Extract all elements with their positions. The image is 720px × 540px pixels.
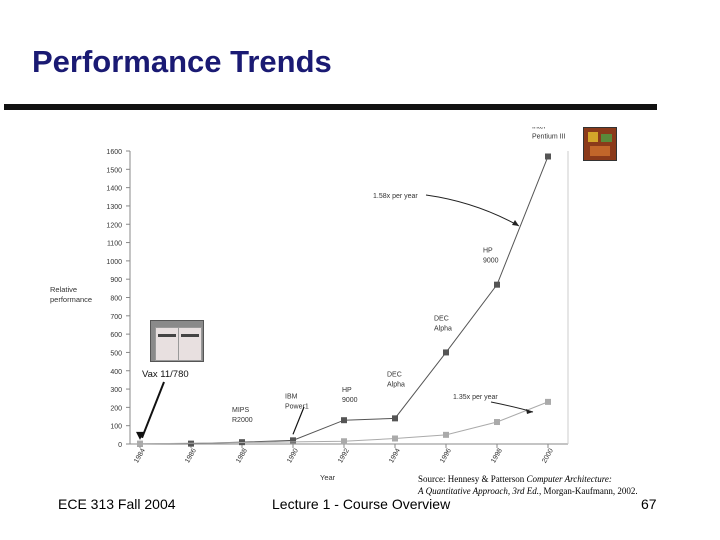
y-tick-label: 300 — [110, 387, 122, 394]
processor-label: Power1 — [285, 403, 309, 410]
y-tick-label: 200 — [110, 405, 122, 412]
processor-label: IBM — [285, 393, 298, 400]
chart-background — [46, 127, 625, 491]
title-divider — [4, 104, 657, 110]
annotation-fast-arrow — [425, 194, 520, 227]
processor-label: Alpha — [387, 381, 405, 388]
y-tick-label: 1400 — [106, 186, 122, 193]
slide-title: Performance Trends — [32, 44, 332, 79]
data-point — [392, 415, 398, 422]
vax-arrowhead — [136, 431, 144, 440]
y-tick-label: 1500 — [106, 167, 122, 174]
data-point — [341, 438, 347, 445]
annotation-slow-rate: 1.35x per year — [453, 394, 498, 401]
y-axis-label-line1: Relative — [50, 285, 77, 294]
data-point — [392, 435, 398, 442]
processor-label: 9000 — [342, 397, 358, 404]
vax-computer-image — [150, 320, 204, 362]
y-tick-label: 0 — [118, 442, 122, 449]
pentium-chip-image — [583, 127, 617, 161]
y-tick-label: 1300 — [106, 204, 122, 211]
processor-label: 9000 — [483, 258, 499, 265]
y-tick-label: 1100 — [107, 241, 122, 248]
processor-label: R2000 — [232, 417, 253, 424]
chart-svg: 0 100 200 300 400 500 600 700 800 900 1000 1100 1200… — [46, 127, 625, 491]
data-point — [443, 349, 449, 356]
data-point — [494, 419, 500, 426]
x-axis-label: Year — [320, 473, 336, 482]
processor-label: HP — [483, 248, 493, 255]
course-footer: ECE 313 Fall 2004 — [58, 496, 176, 512]
y-axis-label-line2: performance — [50, 295, 92, 304]
y-tick-label: 900 — [110, 277, 122, 284]
series-line-1 — [139, 401, 549, 445]
vax-arrow — [141, 381, 165, 439]
processor-label: HP — [342, 387, 352, 394]
y-tick-label: 800 — [110, 296, 122, 303]
y-tick-label: 700 — [110, 314, 122, 321]
data-point — [545, 153, 551, 160]
data-point — [443, 431, 449, 438]
processor-label: MIPS — [232, 407, 249, 414]
data-point — [545, 398, 551, 405]
y-tick-label: 500 — [110, 350, 122, 357]
data-point — [494, 281, 500, 288]
y-tick-label: 1000 — [106, 259, 122, 266]
y-tick-label: 600 — [110, 332, 122, 339]
page-number: 67 — [641, 496, 657, 512]
y-tick-label: 1200 — [106, 222, 122, 229]
ibm-arrow — [292, 406, 305, 435]
y-tick-label: 100 — [110, 424, 122, 431]
data-point — [341, 417, 347, 424]
processor-label: DEC — [434, 315, 449, 322]
annotation-slow-arrowhead — [526, 409, 533, 414]
y-tick-label: 400 — [110, 369, 122, 376]
data-point — [137, 440, 143, 447]
source-citation: Source: Hennesy & Patterson Computer Arc… — [418, 474, 638, 496]
processor-label: DEC — [387, 371, 402, 378]
annotation-fast-arrowhead — [512, 220, 519, 226]
processor-label: Alpha — [434, 325, 452, 332]
annotation-fast-rate: 1.58x per year — [373, 193, 418, 200]
data-point — [290, 437, 296, 444]
lecture-footer: Lecture 1 - Course Overview — [272, 496, 451, 512]
processor-label: Pentium III — [532, 133, 566, 140]
performance-chart: 0 100 200 300 400 500 600 700 800 900 1000 1100 1200… — [46, 127, 625, 491]
vax-label: Vax 11/780 — [142, 369, 189, 380]
processor-label: Intel — [532, 127, 546, 130]
y-tick-label: 1600 — [106, 149, 122, 156]
